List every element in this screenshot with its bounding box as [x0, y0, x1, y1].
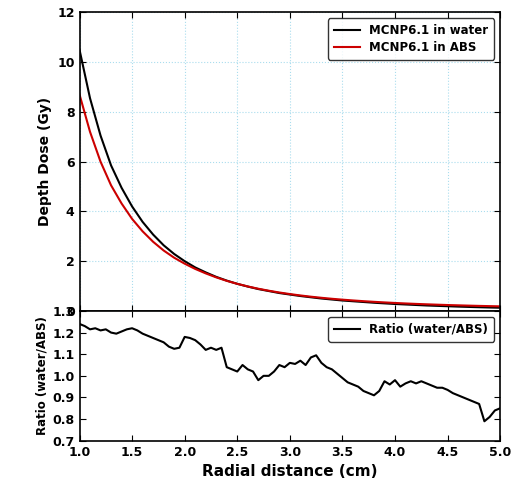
MCNP6.1 in water — [340, 297, 346, 303]
MCNP6.1 in water — [360, 299, 366, 305]
Ratio (water/ABS) — [455, 392, 461, 398]
MCNP6.1 in ABS — [171, 255, 177, 261]
Ratio (water/ABS) — [481, 418, 487, 424]
MCNP6.1 in ABS — [266, 288, 272, 294]
MCNP6.1 in ABS — [255, 286, 262, 292]
MCNP6.1 in ABS — [245, 283, 251, 289]
MCNP6.1 in ABS — [97, 159, 104, 165]
Ratio (water/ABS) — [418, 378, 424, 384]
MCNP6.1 in ABS — [161, 248, 167, 253]
MCNP6.1 in ABS — [308, 294, 314, 300]
Line: MCNP6.1 in water: MCNP6.1 in water — [80, 50, 500, 308]
MCNP6.1 in ABS — [108, 182, 114, 188]
MCNP6.1 in ABS — [119, 201, 125, 207]
MCNP6.1 in ABS — [76, 92, 83, 98]
MCNP6.1 in water — [245, 283, 251, 289]
MCNP6.1 in water — [171, 251, 177, 257]
MCNP6.1 in water — [444, 303, 450, 309]
Ratio (water/ABS) — [387, 381, 393, 387]
MCNP6.1 in water — [382, 300, 388, 306]
MCNP6.1 in water — [255, 286, 262, 292]
MCNP6.1 in ABS — [360, 298, 366, 304]
MCNP6.1 in water — [455, 304, 461, 310]
Ratio (water/ABS) — [340, 375, 346, 381]
MCNP6.1 in ABS — [329, 296, 335, 302]
MCNP6.1 in water — [140, 219, 146, 225]
MCNP6.1 in water — [423, 302, 429, 308]
MCNP6.1 in ABS — [476, 303, 482, 309]
Y-axis label: Ratio (water/ABS): Ratio (water/ABS) — [35, 316, 48, 435]
Legend: MCNP6.1 in water, MCNP6.1 in ABS: MCNP6.1 in water, MCNP6.1 in ABS — [328, 18, 494, 60]
MCNP6.1 in water — [318, 295, 324, 301]
MCNP6.1 in ABS — [444, 302, 450, 308]
Ratio (water/ABS) — [439, 385, 445, 391]
MCNP6.1 in ABS — [182, 260, 188, 266]
Line: MCNP6.1 in ABS: MCNP6.1 in ABS — [80, 95, 500, 306]
MCNP6.1 in water — [497, 305, 503, 311]
MCNP6.1 in ABS — [87, 129, 93, 135]
MCNP6.1 in water — [329, 296, 335, 302]
MCNP6.1 in ABS — [150, 239, 156, 245]
MCNP6.1 in ABS — [423, 301, 429, 307]
MCNP6.1 in ABS — [287, 291, 293, 297]
MCNP6.1 in water — [192, 264, 198, 270]
MCNP6.1 in water — [213, 274, 220, 280]
MCNP6.1 in ABS — [203, 270, 209, 276]
MCNP6.1 in water — [308, 294, 314, 300]
MCNP6.1 in water — [182, 258, 188, 264]
MCNP6.1 in water — [87, 95, 93, 101]
MCNP6.1 in water — [487, 304, 493, 310]
MCNP6.1 in water — [287, 291, 293, 297]
Ratio (water/ABS) — [76, 321, 83, 327]
MCNP6.1 in water — [402, 301, 408, 307]
MCNP6.1 in ABS — [466, 303, 472, 309]
Ratio (water/ABS) — [497, 405, 503, 411]
MCNP6.1 in ABS — [455, 302, 461, 308]
Y-axis label: Depth Dose (Gy): Depth Dose (Gy) — [37, 97, 52, 226]
MCNP6.1 in water — [413, 302, 419, 308]
MCNP6.1 in ABS — [402, 300, 408, 306]
MCNP6.1 in water — [97, 132, 104, 138]
MCNP6.1 in water — [266, 288, 272, 294]
X-axis label: Radial distance (cm): Radial distance (cm) — [202, 464, 378, 479]
MCNP6.1 in water — [129, 204, 135, 210]
MCNP6.1 in ABS — [392, 300, 398, 306]
MCNP6.1 in water — [392, 301, 398, 307]
MCNP6.1 in ABS — [497, 303, 503, 309]
MCNP6.1 in water — [161, 243, 167, 249]
MCNP6.1 in ABS — [129, 216, 135, 222]
MCNP6.1 in ABS — [224, 278, 230, 284]
MCNP6.1 in ABS — [140, 229, 146, 235]
MCNP6.1 in ABS — [297, 292, 303, 298]
MCNP6.1 in ABS — [340, 297, 346, 303]
MCNP6.1 in ABS — [350, 297, 356, 303]
MCNP6.1 in ABS — [213, 274, 220, 280]
Ratio (water/ABS) — [308, 355, 314, 361]
MCNP6.1 in ABS — [382, 299, 388, 305]
Legend: Ratio (water/ABS): Ratio (water/ABS) — [328, 317, 494, 342]
MCNP6.1 in water — [350, 298, 356, 304]
MCNP6.1 in water — [108, 162, 114, 168]
MCNP6.1 in ABS — [487, 303, 493, 309]
MCNP6.1 in water — [150, 232, 156, 238]
MCNP6.1 in ABS — [192, 266, 198, 272]
MCNP6.1 in water — [434, 303, 440, 309]
MCNP6.1 in water — [234, 281, 240, 287]
MCNP6.1 in ABS — [413, 301, 419, 307]
MCNP6.1 in water — [119, 185, 125, 191]
MCNP6.1 in water — [476, 304, 482, 310]
MCNP6.1 in water — [466, 304, 472, 310]
MCNP6.1 in water — [76, 47, 83, 53]
MCNP6.1 in ABS — [234, 281, 240, 287]
MCNP6.1 in water — [297, 293, 303, 299]
MCNP6.1 in water — [371, 300, 377, 306]
MCNP6.1 in ABS — [434, 302, 440, 308]
Line: Ratio (water/ABS): Ratio (water/ABS) — [80, 324, 500, 421]
MCNP6.1 in ABS — [371, 299, 377, 305]
MCNP6.1 in water — [276, 290, 282, 296]
MCNP6.1 in ABS — [318, 295, 324, 301]
MCNP6.1 in water — [203, 269, 209, 275]
MCNP6.1 in ABS — [276, 289, 282, 295]
MCNP6.1 in water — [224, 277, 230, 283]
